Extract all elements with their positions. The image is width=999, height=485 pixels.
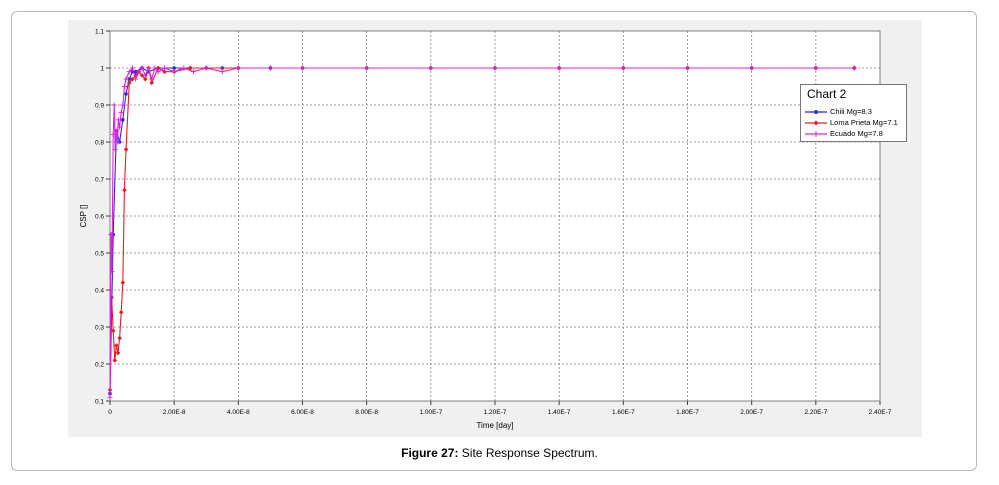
- x-tick-label: 1.80E-7: [676, 409, 699, 416]
- data-point-ecuado: [133, 76, 139, 82]
- data-point-ecuado: [851, 65, 857, 71]
- y-tick-label: 0.8: [95, 140, 104, 147]
- x-tick-label: 1.60E-7: [612, 409, 635, 416]
- data-point-ecuado: [813, 65, 819, 71]
- data-point-ecuado: [115, 117, 121, 123]
- data-point-ecuado: [118, 109, 124, 115]
- data-point-ecuado: [152, 65, 158, 71]
- data-point-ecuado: [235, 65, 241, 71]
- x-tick-label: 0: [108, 409, 112, 416]
- data-point-ecuado: [749, 65, 755, 71]
- data-point-chili: [124, 92, 128, 96]
- legend-label-ecuado: Ecuado Mg=7.8: [830, 129, 883, 138]
- data-point-ecuado: [139, 65, 145, 71]
- legend-title: Chart 2: [807, 87, 847, 101]
- data-point-ecuado: [113, 128, 119, 134]
- data-point-ecuado: [620, 65, 626, 71]
- x-tick-label: 1.40E-7: [548, 409, 571, 416]
- data-point-loma: [122, 187, 127, 193]
- x-tick-label: 4.00E-8: [227, 409, 250, 416]
- data-point-ecuado: [190, 69, 196, 75]
- y-tick-label: 0.9: [95, 103, 104, 110]
- data-point-ecuado: [120, 102, 126, 108]
- legend-item-ecuado: Ecuado Mg=7.8: [805, 128, 883, 139]
- data-point-loma: [120, 280, 126, 285]
- y-tick-label: 0.3: [95, 325, 104, 332]
- data-point-ecuado: [123, 76, 129, 82]
- x-tick-label: 1.20E-7: [484, 409, 507, 416]
- legend-swatch-chili: [805, 109, 827, 114]
- y-tick-label: 0.6: [95, 214, 104, 221]
- y-tick-label: 0.2: [95, 362, 104, 369]
- x-axis-label: Time [day]: [476, 421, 513, 430]
- y-tick-label: 1.1: [95, 29, 104, 36]
- data-point-ecuado: [300, 65, 305, 71]
- legend-label-loma-prieta: Loma Prieta Mg=7.1: [830, 118, 898, 127]
- data-point-loma: [126, 80, 132, 86]
- data-point-ecuado: [219, 69, 225, 75]
- legend-swatch-ecuado: [805, 130, 827, 137]
- x-tick-label: 1.00E-7: [419, 409, 442, 416]
- data-point-ecuado: [111, 102, 117, 108]
- data-point-ecuado: [121, 84, 127, 89]
- y-tick-label: 1: [100, 66, 104, 73]
- data-point-ecuado: [107, 394, 113, 400]
- data-point-ecuado: [171, 69, 177, 75]
- data-point-ecuado: [112, 146, 118, 152]
- legend-label-chili: Chili Mg=8.3: [830, 107, 872, 116]
- data-point-ecuado: [267, 65, 273, 71]
- data-point-ecuado: [492, 65, 498, 71]
- data-point-ecuado: [108, 232, 114, 237]
- figure-caption: Figure 27: Site Response Spectrum.: [0, 446, 999, 460]
- data-point-ecuado: [110, 132, 116, 138]
- data-point-ecuado: [428, 65, 434, 71]
- legend-item-chili: Chili Mg=8.3: [805, 106, 872, 117]
- data-point-loma: [114, 343, 119, 348]
- data-point-loma: [115, 350, 121, 356]
- data-point-loma: [155, 65, 161, 71]
- data-point-loma: [112, 358, 118, 363]
- data-point-ecuado: [142, 72, 148, 78]
- y-axis-label: CSP []: [79, 205, 88, 228]
- data-point-chili: [172, 66, 176, 70]
- data-point-ecuado: [126, 69, 132, 75]
- data-point-ecuado: [556, 65, 562, 71]
- legend: Chart 2 Chili Mg=8.3 Loma Prieta Mg=7.1 …: [800, 84, 907, 142]
- data-point-ecuado: [155, 69, 161, 75]
- data-point-loma: [123, 147, 129, 152]
- data-point-ecuado: [114, 139, 120, 145]
- y-tick-label: 0.4: [95, 288, 104, 295]
- data-point-ecuado: [162, 65, 168, 71]
- x-tick-label: 2.40E-7: [869, 409, 892, 416]
- caption-label: Figure 27:: [401, 446, 459, 460]
- data-point-ecuado: [181, 65, 187, 71]
- data-point-chili: [133, 69, 138, 74]
- data-point-ecuado: [109, 269, 115, 274]
- data-point-ecuado: [136, 69, 142, 75]
- x-tick-label: 2.00E-7: [740, 409, 763, 416]
- legend-item-loma-prieta: Loma Prieta Mg=7.1: [805, 117, 898, 128]
- legend-swatch-loma-prieta: [805, 120, 827, 125]
- x-tick-label: 6.00E-8: [291, 409, 314, 416]
- data-point-ecuado: [149, 76, 155, 82]
- data-point-chili: [121, 118, 125, 122]
- data-point-ecuado: [146, 65, 151, 71]
- y-tick-label: 0.7: [95, 177, 104, 184]
- data-point-chili: [127, 77, 132, 81]
- data-point-ecuado: [685, 65, 690, 71]
- x-tick-label: 8.00E-8: [355, 409, 378, 416]
- line-chart: 0 2.00E-8 4.00E-8 6.00E-8 8.00E-8 1.00E-7 1.20…: [79, 29, 892, 431]
- x-tick-label: 2.20E-7: [804, 409, 827, 416]
- data-point-ecuado: [117, 124, 123, 130]
- y-tick-label: 0.5: [95, 251, 104, 258]
- x-tick-label: 2.00E-8: [163, 409, 186, 416]
- data-point-ecuado: [203, 65, 209, 71]
- data-point-loma: [117, 335, 122, 341]
- data-point-ecuado: [364, 65, 370, 71]
- data-point-ecuado: [129, 65, 135, 71]
- caption-text: Site Response Spectrum.: [458, 446, 598, 460]
- data-point-loma: [118, 309, 124, 315]
- data-point-loma: [110, 328, 116, 333]
- y-tick-label: 0.1: [95, 399, 104, 406]
